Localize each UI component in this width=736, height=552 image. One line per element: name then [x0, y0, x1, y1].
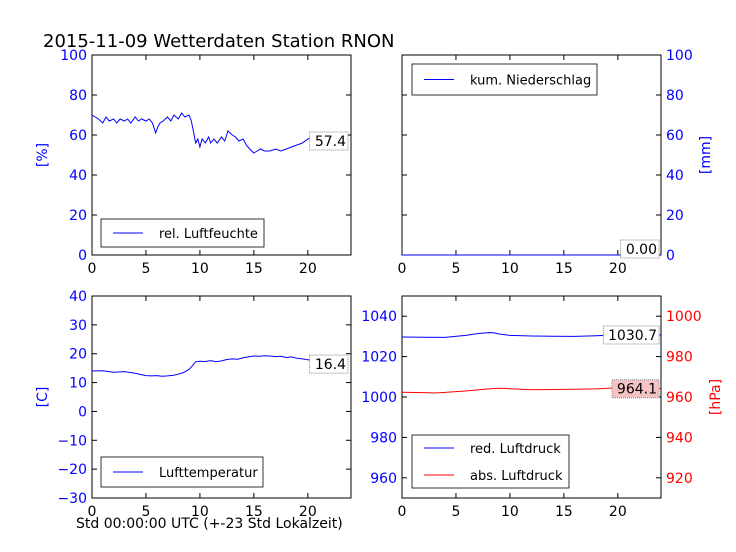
- x-tick-label: 5: [141, 504, 150, 520]
- value-label-box: [602, 325, 660, 345]
- y-tick-label: 20: [69, 347, 87, 363]
- value-label-box: [611, 379, 660, 399]
- x-tick-label: 5: [451, 504, 460, 520]
- x-tick-label: 20: [299, 261, 317, 277]
- x-tick-label: 15: [555, 261, 573, 277]
- y-tick-label: 960: [370, 471, 397, 487]
- x-tick-label: 10: [501, 504, 519, 520]
- x-tick-label: 20: [609, 504, 627, 520]
- y-tick-label: 20: [69, 208, 87, 224]
- legend-label: abs. Luftdruck: [470, 469, 563, 484]
- y-tick-label: 80: [69, 88, 87, 104]
- y-tick-label: 0: [666, 248, 675, 264]
- x-tick-label: 0: [88, 504, 97, 520]
- legend-label: Lufttemperatur: [159, 466, 258, 481]
- y-tick-label: 1040: [361, 309, 397, 325]
- x-tick-label: 15: [555, 504, 573, 520]
- x-tick-label: 5: [141, 261, 150, 277]
- x-tick-label: 0: [88, 261, 97, 277]
- y-tick-label: 20: [666, 208, 684, 224]
- x-tick-label: 15: [245, 261, 263, 277]
- y-tick-label: 980: [370, 430, 397, 446]
- y-tick-label: 80: [666, 88, 684, 104]
- legend-label: red. Luftdruck: [470, 442, 561, 457]
- y-tick-label: 10: [69, 376, 87, 392]
- panel-2: [401, 54, 662, 259]
- figure-x-axis-label: Std 00:00:00 UTC (+-23 Std Lokalzeit): [76, 516, 343, 532]
- y-tick-label: 1000: [361, 390, 397, 406]
- y-axis-label: [C]: [35, 387, 51, 408]
- y-tick-label: 100: [60, 48, 87, 64]
- value-label: 964.1: [617, 382, 657, 398]
- y-tick-label: 60: [666, 128, 684, 144]
- y-tick-label-right: 920: [666, 471, 693, 487]
- legend-label: kum. Niederschlag: [470, 74, 591, 89]
- y-tick-label-right: 1000: [666, 309, 702, 325]
- panel-1: [91, 54, 352, 256]
- y-tick-label: 40: [69, 289, 87, 305]
- value-label: 0.00: [626, 242, 657, 258]
- y-tick-label-right: 960: [666, 390, 693, 406]
- legend-box: [411, 434, 570, 489]
- x-tick-label: 5: [451, 261, 460, 277]
- x-tick-label: 20: [609, 261, 627, 277]
- figure-title: 2015-11-09 Wetterdaten Station RNON: [43, 31, 395, 52]
- value-label-box: [620, 239, 660, 259]
- y-tick-label: 30: [69, 318, 87, 334]
- y-tick-label: 0: [78, 404, 87, 420]
- y-tick-label: 60: [69, 128, 87, 144]
- x-tick-label: 15: [245, 504, 263, 520]
- value-label-box: [309, 131, 349, 151]
- y-axis-label: [hPa]: [708, 379, 724, 415]
- value-label: 1030.7: [608, 328, 657, 344]
- x-tick-label: 20: [299, 504, 317, 520]
- panel-frame: [91, 295, 352, 499]
- y-tick-label: 1020: [361, 350, 397, 366]
- panel-frame: [91, 54, 352, 256]
- value-label-box: [309, 354, 349, 374]
- y-tick-label-right: 980: [666, 350, 693, 366]
- y-tick-label: 40: [666, 168, 684, 184]
- x-tick-label: 10: [501, 261, 519, 277]
- x-tick-label: 0: [398, 504, 407, 520]
- y-axis-label: [mm]: [698, 136, 714, 174]
- value-label: 57.4: [315, 134, 346, 150]
- y-tick-label-right: 940: [666, 430, 693, 446]
- x-tick-label: 0: [398, 261, 407, 277]
- y-axis-label: [%]: [35, 143, 51, 167]
- panel-4: [401, 295, 662, 499]
- legend-label: rel. Luftfeuchte: [159, 227, 258, 242]
- series-line: [401, 385, 662, 394]
- y-tick-label: −30: [57, 491, 87, 507]
- series-line: [91, 355, 346, 377]
- y-tick-label: −10: [57, 433, 87, 449]
- value-label: 16.4: [315, 357, 346, 373]
- x-tick-label: 10: [191, 504, 209, 520]
- x-tick-label: 10: [191, 261, 209, 277]
- y-tick-label: −20: [57, 462, 87, 478]
- y-tick-label: 0: [78, 248, 87, 264]
- y-tick-label: 100: [666, 48, 693, 64]
- panel-3: [91, 295, 352, 499]
- y-tick-label: 40: [69, 168, 87, 184]
- series-line: [91, 112, 346, 154]
